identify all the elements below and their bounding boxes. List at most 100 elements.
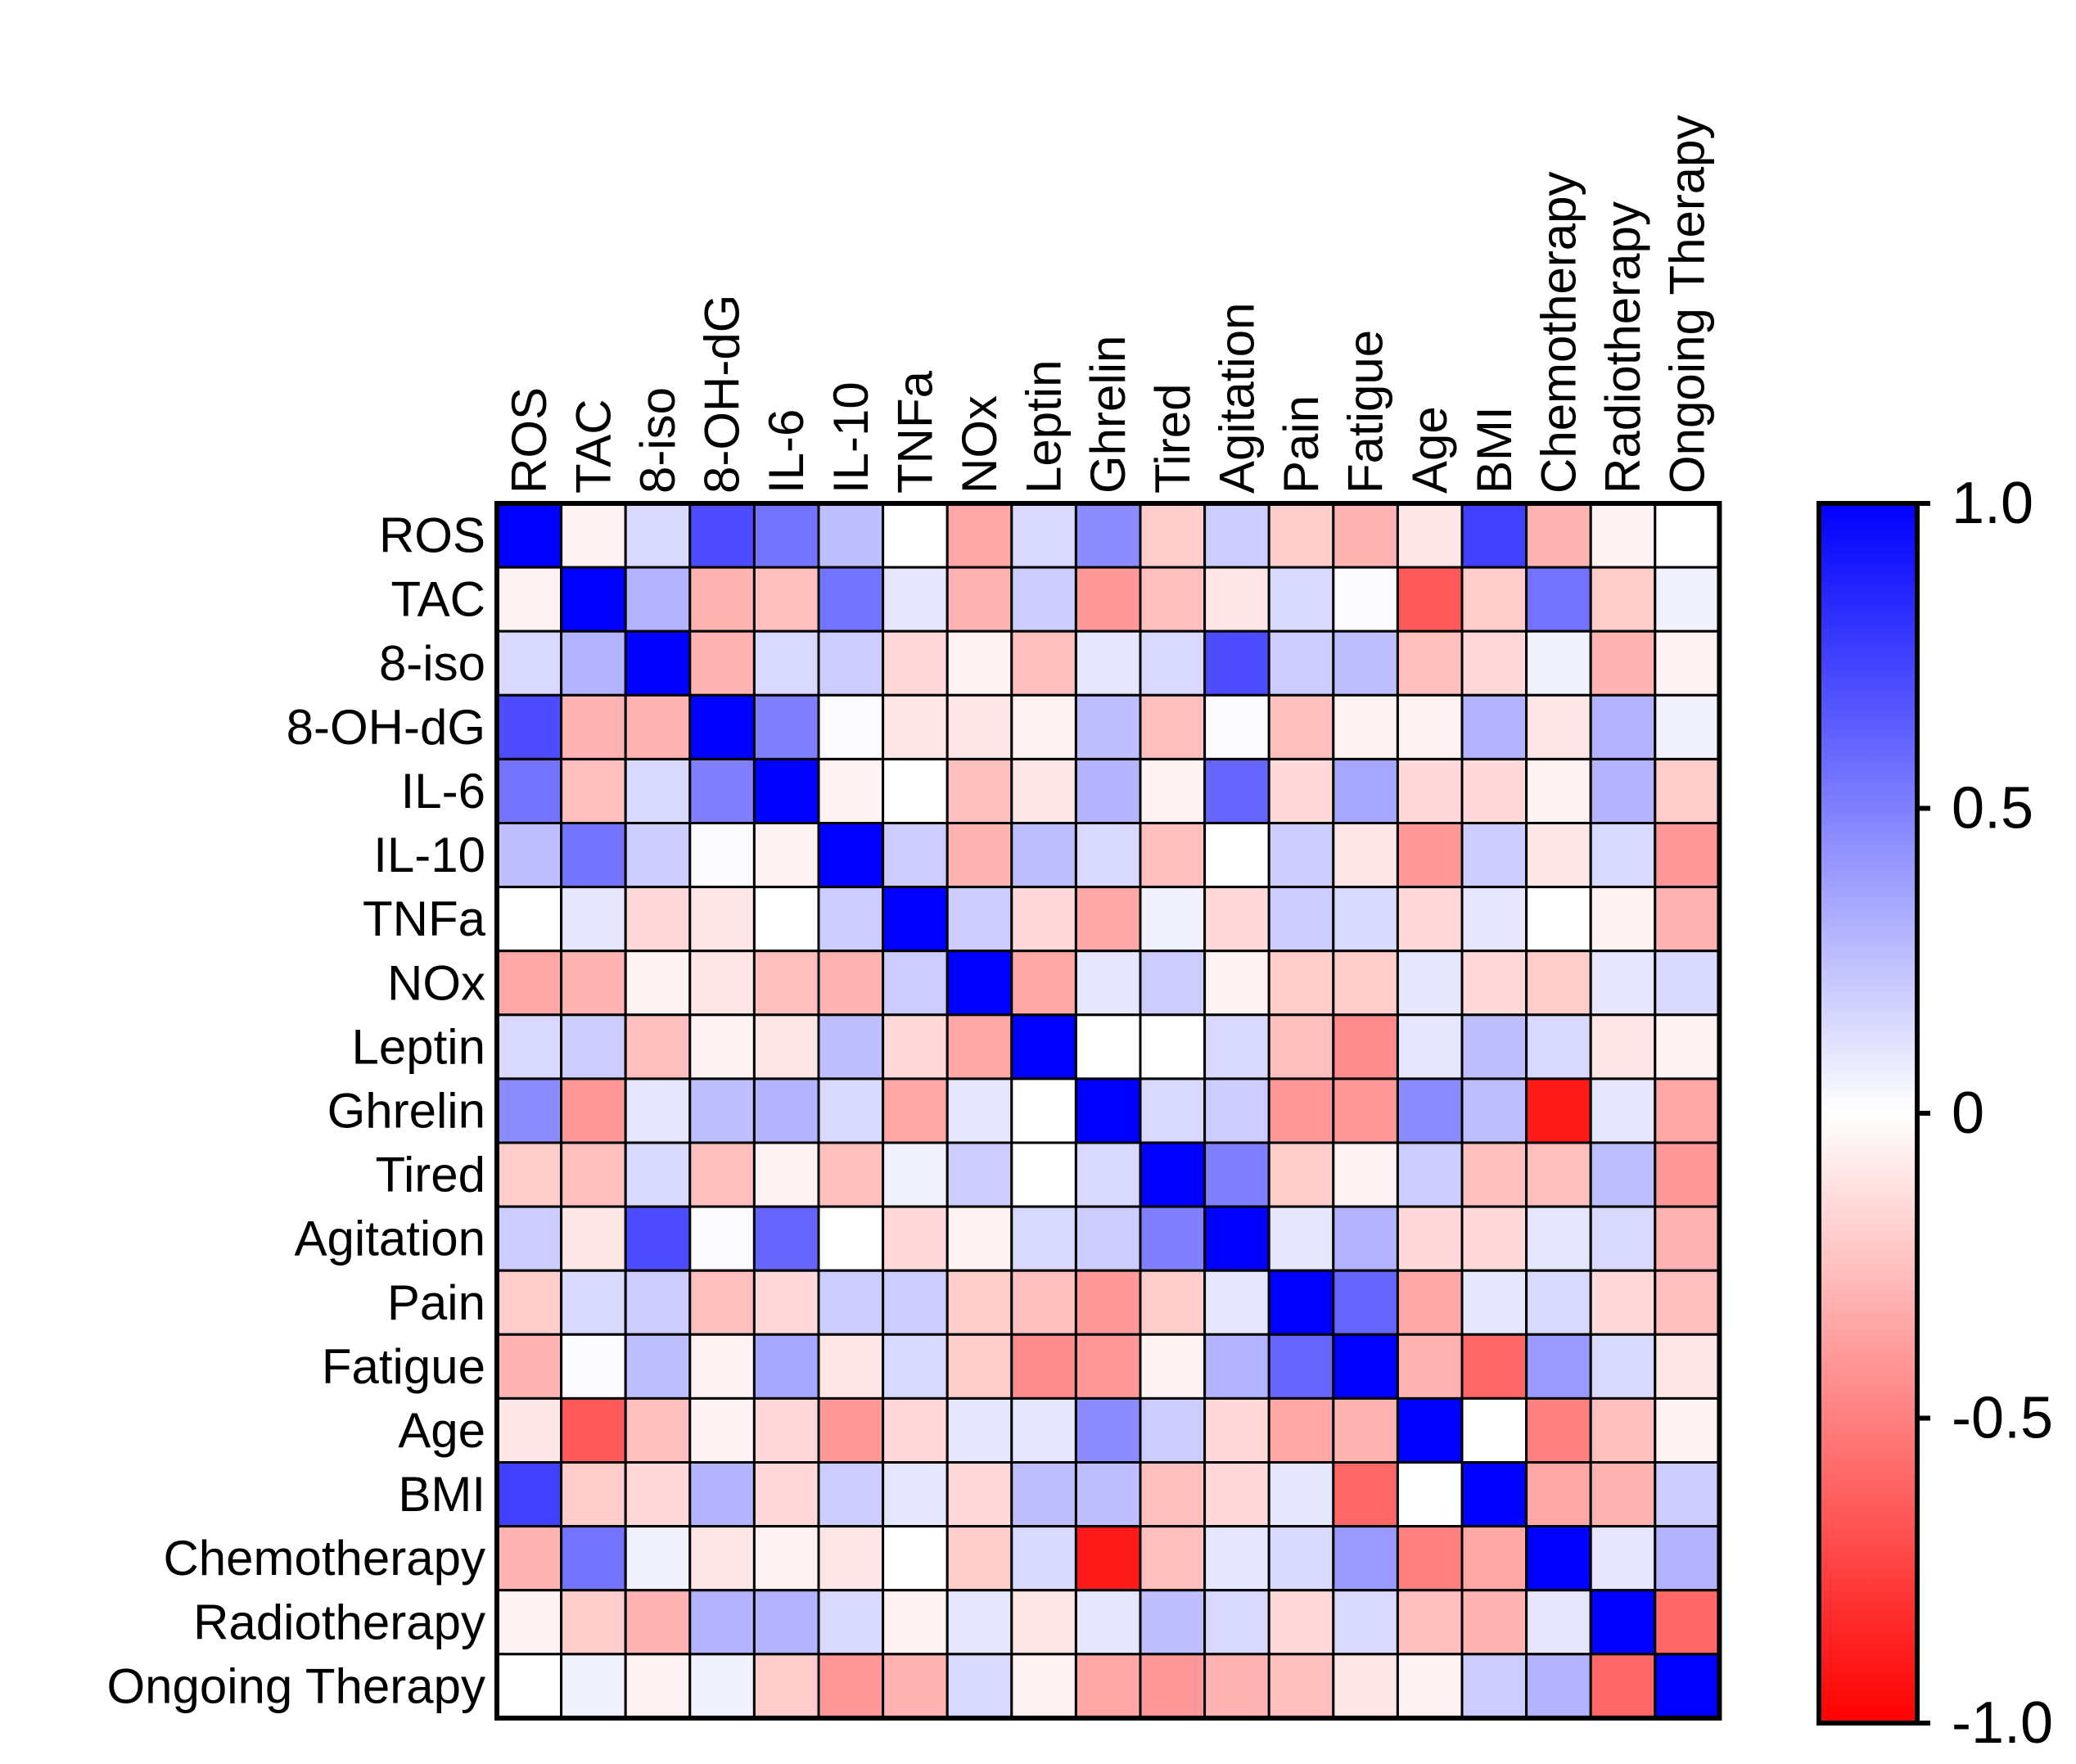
heatmap-cell [560, 1333, 627, 1400]
heatmap-cell [1332, 629, 1399, 697]
column-label: IL-10 [824, 381, 878, 494]
heatmap-cell [1525, 1077, 1592, 1144]
heatmap-cell [624, 1141, 692, 1208]
heatmap-cell [624, 566, 692, 633]
heatmap-cell [1074, 502, 1142, 569]
heatmap-cell [882, 1589, 949, 1656]
heatmap-cell [560, 1077, 627, 1144]
heatmap-cell [752, 886, 820, 953]
heatmap-cell [1203, 502, 1270, 569]
heatmap-cell [945, 566, 1013, 633]
heatmap-cell [1525, 693, 1592, 760]
heatmap-cell [752, 1396, 820, 1464]
heatmap-cell [560, 1013, 627, 1081]
heatmap-cell [945, 1269, 1013, 1336]
heatmap-cell [752, 1461, 820, 1528]
heatmap-cell [1396, 566, 1464, 633]
heatmap-cell [1332, 1333, 1399, 1400]
heatmap-cell [1267, 1653, 1335, 1720]
row-label: 8-OH-dG [287, 700, 485, 755]
heatmap-cell [1460, 757, 1528, 825]
heatmap-cell [1010, 693, 1077, 760]
heatmap-cell [882, 1525, 949, 1592]
heatmap-cell [624, 1589, 692, 1656]
heatmap-cell [688, 1333, 756, 1400]
heatmap-cell [1460, 1461, 1528, 1528]
heatmap-cell [945, 1461, 1013, 1528]
heatmap-cell [1267, 822, 1335, 889]
heatmap-cell [1139, 1653, 1207, 1720]
heatmap-cell [1010, 822, 1077, 889]
column-label: Tired [1145, 384, 1200, 494]
heatmap-cell [1396, 1653, 1464, 1720]
heatmap-cell [624, 1396, 692, 1464]
heatmap-cell [560, 629, 627, 697]
heatmap-cell [688, 1525, 756, 1592]
heatmap-cell [1589, 1461, 1657, 1528]
heatmap-cell [945, 1205, 1013, 1272]
heatmap-cell [560, 886, 627, 953]
heatmap-cell [495, 950, 563, 1017]
heatmap-cell [1010, 886, 1077, 953]
heatmap-cell [1010, 1525, 1077, 1592]
heatmap-cell [1332, 757, 1399, 825]
heatmap-cell [1139, 502, 1207, 569]
row-label: ROS [379, 508, 485, 563]
heatmap-cell [1139, 886, 1207, 953]
heatmap-cell [495, 1141, 563, 1208]
heatmap-cell [1396, 1205, 1464, 1272]
heatmap-cell [1525, 1396, 1592, 1464]
heatmap-cell [495, 1653, 563, 1720]
heatmap-cell [688, 1205, 756, 1272]
heatmap-cell [945, 502, 1013, 569]
heatmap-cell [1074, 1461, 1142, 1528]
heatmap-cell [882, 757, 949, 825]
heatmap-cell [752, 1077, 820, 1144]
heatmap-cell [1396, 693, 1464, 760]
heatmap-cell [1460, 886, 1528, 953]
heatmap-cell [1460, 1013, 1528, 1081]
heatmap-cell [752, 1525, 820, 1592]
heatmap-cell [624, 1333, 692, 1400]
heatmap-cell [1010, 1013, 1077, 1081]
heatmap-cell [1203, 1333, 1270, 1400]
heatmap-cell [1203, 1205, 1270, 1272]
heatmap-cell [495, 1013, 563, 1081]
heatmap-cell [1267, 1141, 1335, 1208]
heatmap-cell [1654, 1396, 1721, 1464]
heatmap-cell [1654, 950, 1721, 1017]
heatmap-cell [688, 1461, 756, 1528]
heatmap-cell [1525, 950, 1592, 1017]
colorbar-tick-label: -0.5 [1952, 1386, 2053, 1451]
heatmap-cell [688, 1077, 756, 1144]
heatmap-cell [624, 1013, 692, 1081]
heatmap-cell [1267, 1589, 1335, 1656]
heatmap-cell [882, 886, 949, 953]
heatmap-cell [752, 1589, 820, 1656]
heatmap-cell [1396, 1077, 1464, 1144]
heatmap-cell [1396, 629, 1464, 697]
heatmap-cell [752, 1269, 820, 1336]
column-labels: ROS TAC 8-iso 8-OH-dG IL-6 IL-10 TNFa NOx Leptin… [502, 115, 1715, 494]
heatmap-cell [1654, 1077, 1721, 1144]
heatmap-cell [1460, 950, 1528, 1017]
heatmap-cell [882, 1269, 949, 1336]
heatmap-cell [624, 1269, 692, 1336]
heatmap-cell [1654, 886, 1721, 953]
heatmap-cell [1525, 1589, 1592, 1656]
heatmap-cell [688, 566, 756, 633]
row-labels: ROS TAC 8-iso 8-OH-dG IL-6 IL-10 TNFa NOx Leptin… [106, 508, 485, 1714]
heatmap-cell [1460, 1589, 1528, 1656]
column-label: 8-iso [630, 387, 685, 494]
heatmap-cell [1010, 566, 1077, 633]
heatmap-cell [1589, 1525, 1657, 1592]
heatmap-cell [688, 950, 756, 1017]
heatmap-cell [624, 822, 692, 889]
heatmap-cell [1267, 629, 1335, 697]
heatmap-cell [560, 566, 627, 633]
heatmap-cell [1654, 693, 1721, 760]
heatmap-cell [1267, 1077, 1335, 1144]
heatmap-cell [1525, 1269, 1592, 1336]
heatmap-cell [495, 1461, 563, 1528]
heatmap-cell [1074, 1396, 1142, 1464]
